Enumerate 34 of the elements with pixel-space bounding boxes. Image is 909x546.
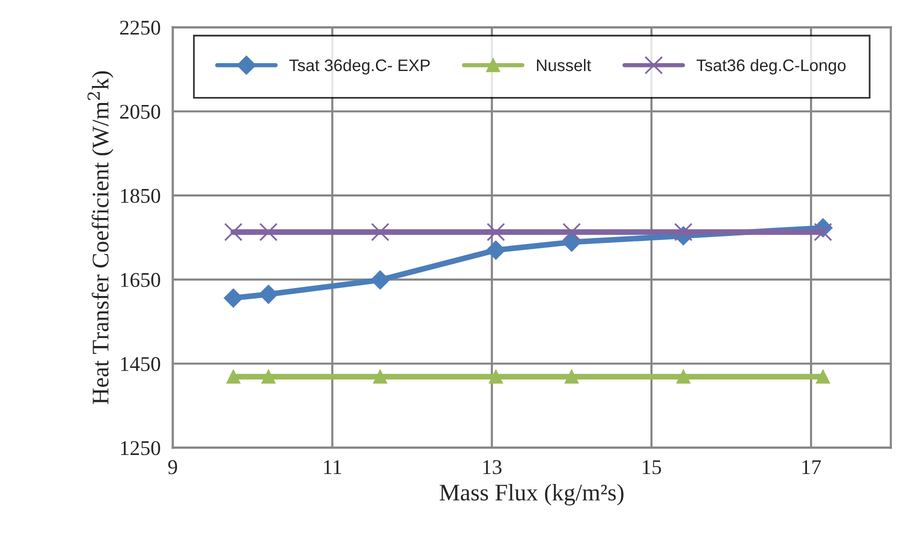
point: [674, 222, 693, 242]
point: [370, 222, 390, 242]
legend-label: Tsat 36deg.C- EXP: [289, 58, 430, 75]
point: [814, 222, 832, 242]
point: [373, 370, 388, 384]
point: [370, 270, 390, 290]
y-tick-label: 2050: [120, 104, 160, 119]
point: [258, 284, 278, 304]
point: [224, 288, 243, 308]
x-tick-label: 11: [324, 460, 342, 474]
y-tick-label: 1650: [121, 272, 160, 287]
y-tick-label: 2250: [120, 20, 160, 35]
point: [676, 370, 690, 384]
point: [259, 222, 278, 242]
point: [226, 370, 240, 384]
legend-label: Tsat36 deg.C-Longo: [696, 58, 846, 75]
x-tick-label: 15: [642, 460, 662, 474]
y-axis-title: Heat Transfer Coefficient (W/m$^{2}$k): [87, 71, 114, 404]
point: [564, 370, 579, 384]
point: [816, 370, 830, 384]
x-axis-title: Mass Flux (kg/m²s): [440, 484, 624, 506]
x-tick-label: 13: [483, 460, 502, 474]
point: [488, 370, 503, 384]
point: [262, 370, 276, 384]
x-tick-label: 17: [802, 460, 821, 474]
y-tick-label: 1250: [121, 441, 160, 456]
y-tick-label: 1850: [121, 188, 160, 203]
legend-label: Nusselt: [537, 58, 592, 72]
y-tick-label: 1450: [121, 357, 160, 372]
point: [486, 222, 506, 242]
x-tick-label: 9: [168, 460, 178, 474]
point: [486, 240, 506, 260]
point: [224, 222, 243, 242]
point: [562, 222, 581, 242]
